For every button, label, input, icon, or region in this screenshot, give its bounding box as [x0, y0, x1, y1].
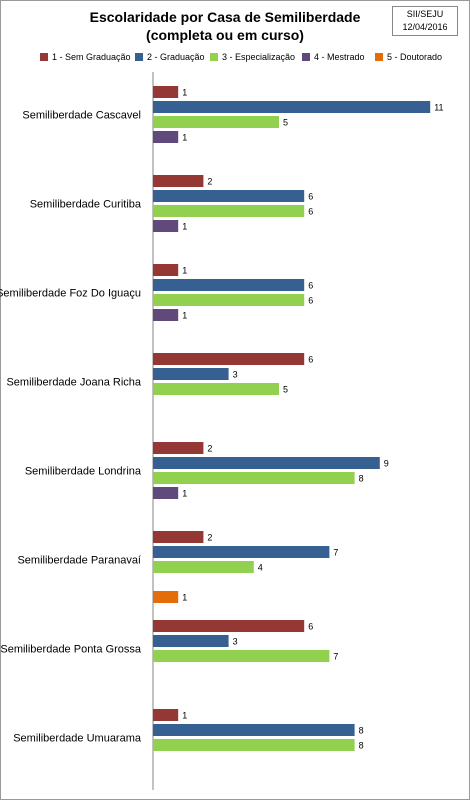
- bar-2-2: [153, 190, 305, 202]
- legend-label: 3 - Especialização: [222, 52, 296, 62]
- bar-3-2: [153, 205, 305, 217]
- bar-3-3: [153, 294, 305, 306]
- data-label: 6: [308, 355, 313, 365]
- source-date: 12/04/2016: [402, 22, 448, 32]
- bar-2-3: [153, 279, 305, 291]
- chart-subtitle: (completa ou em curso): [146, 27, 304, 43]
- bar-2-8: [153, 724, 355, 736]
- legend-label: 2 - Graduação: [147, 52, 205, 62]
- data-label: 11: [434, 103, 443, 113]
- legend-item-2: 2 - Graduação: [135, 50, 205, 64]
- category-label: Semiliberdade Curitiba: [30, 199, 142, 211]
- data-label: 2: [207, 444, 212, 454]
- data-label: 2: [207, 533, 212, 543]
- category-label: Semiliberdade Joana Richa: [6, 377, 141, 389]
- bar-2-4: [153, 368, 229, 380]
- data-label: 8: [359, 726, 364, 736]
- bar-2-6: [153, 546, 330, 558]
- category-label: Semiliberdade Londrina: [25, 466, 142, 478]
- data-label: 1: [182, 88, 187, 98]
- bar-4-1: [153, 131, 179, 143]
- bar-2-7: [153, 635, 229, 647]
- legend-swatch: [135, 53, 143, 61]
- bar-3-7: [153, 650, 330, 662]
- legend-swatch: [210, 53, 218, 61]
- data-label: 6: [308, 207, 313, 217]
- category-label: Semiliberdade Cascavel: [22, 110, 141, 122]
- data-label: 1: [182, 311, 187, 321]
- legend-item-3: 3 - Especialização: [210, 50, 295, 64]
- category-label: Semiliberdade Umuarama: [13, 733, 142, 745]
- legend-swatch: [375, 53, 383, 61]
- data-label: 6: [308, 192, 313, 202]
- data-label: 3: [233, 370, 238, 380]
- data-label: 5: [283, 385, 288, 395]
- data-label: 1: [182, 266, 187, 276]
- data-label: 4: [258, 563, 263, 573]
- bar-1-6: [153, 531, 204, 543]
- bar-1-3: [153, 264, 179, 276]
- data-label: 6: [308, 281, 313, 291]
- data-label: 7: [333, 548, 338, 558]
- data-label: 7: [333, 652, 338, 662]
- chart-title: Escolaridade por Casa de Semiliberdade: [89, 9, 361, 25]
- bar-3-8: [153, 739, 355, 751]
- data-label: 6: [308, 296, 313, 306]
- data-label: 8: [359, 741, 364, 751]
- bar-4-3: [153, 309, 179, 321]
- bar-3-4: [153, 383, 279, 395]
- data-label: 1: [182, 711, 187, 721]
- data-label: 5: [283, 118, 288, 128]
- bar-5-6: [153, 591, 179, 603]
- bar-1-8: [153, 709, 179, 721]
- source-box: SII/SEJU 12/04/2016: [392, 6, 458, 36]
- bar-4-5: [153, 487, 179, 499]
- data-label: 1: [182, 593, 187, 603]
- category-label: Semiliberdade Paranavaí: [17, 555, 141, 567]
- category-label: Semiliberdade Ponta Grossa: [0, 644, 142, 656]
- bar-1-2: [153, 175, 204, 187]
- legend-label: 4 - Mestrado: [314, 52, 365, 62]
- bar-4-2: [153, 220, 179, 232]
- data-label: 1: [182, 133, 187, 143]
- bar-3-6: [153, 561, 254, 573]
- data-label: 2: [207, 177, 212, 187]
- category-label: Semiliberdade Foz Do Iguaçu: [0, 288, 141, 300]
- legend-label: 5 - Doutorado: [387, 52, 443, 62]
- legend-item-4: 4 - Mestrado: [302, 50, 365, 64]
- legend-swatch: [40, 53, 48, 61]
- chart-title-block: Escolaridade por Casa de Semiliberdade (…: [60, 8, 390, 44]
- data-label: 3: [233, 637, 238, 647]
- data-label: 1: [182, 222, 187, 232]
- data-label: 8: [359, 474, 364, 484]
- bar-2-1: [153, 101, 431, 113]
- bar-1-5: [153, 442, 204, 454]
- bar-1-1: [153, 86, 179, 98]
- bar-1-4: [153, 353, 305, 365]
- bar-1-7: [153, 620, 305, 632]
- bar-3-5: [153, 472, 355, 484]
- bar-2-5: [153, 457, 380, 469]
- legend-label: 1 - Sem Graduação: [52, 52, 131, 62]
- legend-item-1: 1 - Sem Graduação: [40, 50, 131, 64]
- bar-3-1: [153, 116, 279, 128]
- source-line-1: SII/SEJU: [406, 9, 444, 19]
- legend: 1 - Sem Graduação 2 - Graduação 3 - Especi…: [0, 50, 470, 64]
- legend-item-5: 5 - Doutorado: [375, 50, 442, 64]
- data-label: 9: [384, 459, 389, 469]
- data-label: 6: [308, 622, 313, 632]
- data-label: 1: [182, 489, 187, 499]
- legend-swatch: [302, 53, 310, 61]
